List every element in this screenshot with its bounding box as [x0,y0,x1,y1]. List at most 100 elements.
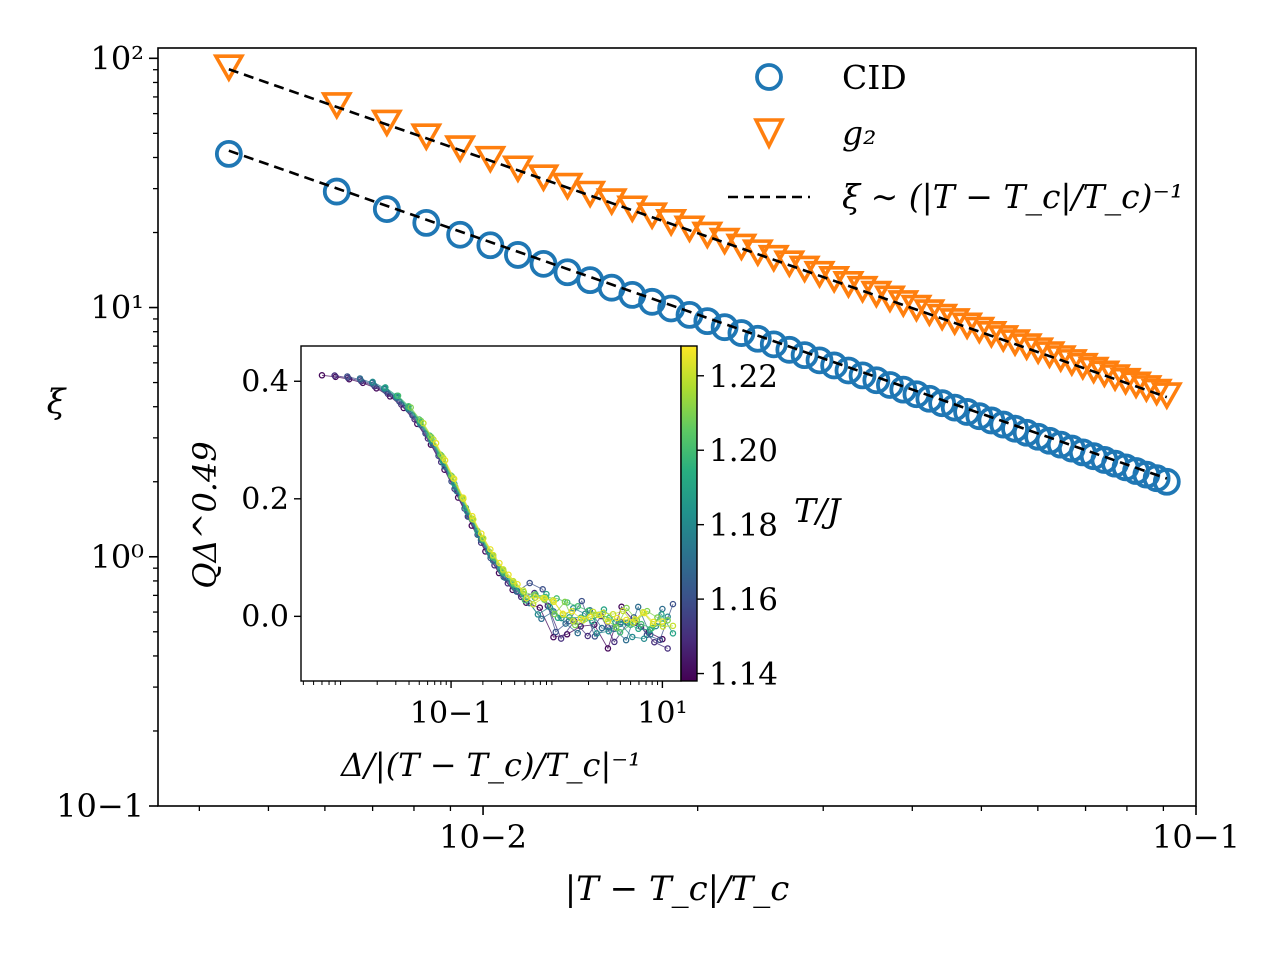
g2-marker [370,109,403,138]
inset-y-axis-label: QΔ^0.49 [186,441,224,588]
colorbar: 1.14 1.16 1.18 1.20 1.22 T/J [680,345,842,693]
cid-marker [446,220,475,249]
collapse-marker [634,603,642,611]
g2-marker [1150,382,1183,411]
collapse-marker [470,516,477,523]
cid-marker [805,346,834,375]
inset-plot: 10−1 10¹ 0.0 0.2 0.4 Δ/|(T − T_c)/T_c|⁻¹ QΔ^0.… [186,345,687,784]
collapse-marker [605,627,612,635]
collapse-marker [344,373,351,380]
g2-marker [926,303,959,332]
collapse-marker [369,378,376,386]
collapse-marker [658,611,665,618]
legend-cid-label: CID [842,58,907,97]
collapse-marker [551,610,558,618]
cid-marker [820,351,849,380]
collapse-marker [562,620,569,627]
collapse-marker [659,618,666,625]
collapse-marker [631,616,639,623]
g2-marker [1109,367,1142,397]
collapse-marker [331,372,338,379]
collapse-marker [574,603,582,610]
g2-marker [527,164,560,193]
collapse-marker [604,624,612,631]
cid-marker [743,324,772,353]
collapse-marker [604,645,612,652]
cid-marker [953,398,981,426]
collapse-marker [541,595,548,602]
colorbar-tick-label: 1.22 [709,359,778,395]
inset-background [301,346,681,681]
collapse-marker [669,630,677,637]
collapse-marker [459,494,467,501]
colorbar-frame [680,345,698,682]
collapse-marker [613,624,620,631]
collapse-marker [318,372,326,379]
g2-marker [708,227,741,256]
cid-marker [553,258,582,287]
collapse-marker [536,604,544,611]
collapse-marker [578,597,586,605]
inset-x-tick-label: 10−1 [410,696,492,731]
collapse-marker [669,622,677,630]
g2-marker [913,299,946,328]
cid-marker [1152,467,1181,496]
inset-y-tick-label: 0.4 [241,364,289,399]
collapse-marker [407,404,414,411]
cid-marker [638,287,666,316]
collapse-line [435,442,663,623]
collapse-marker [487,546,494,553]
collapse-marker [550,633,557,641]
collapse-marker [656,636,664,644]
legend-g2-label: g₂ [842,113,876,152]
collapse-marker [552,628,559,636]
fit-line [228,149,1168,480]
cid-marker [214,139,243,168]
collapse-marker [500,566,507,573]
collapse-marker [635,625,642,633]
collapse-marker [611,638,618,646]
x-tick-label: 10−1 [1152,818,1240,856]
collapse-marker [664,645,671,652]
collapse-marker [598,624,606,632]
cid-marker [727,319,756,347]
cid-marker [790,341,819,370]
collapse-marker [394,392,402,399]
cid-marker [862,366,891,395]
collapse-marker [654,614,661,621]
colorbar-gradient [681,346,697,681]
collapse-marker [584,632,591,640]
g2-marker [1033,341,1066,370]
legend-g2-marker [753,118,785,151]
collapse-marker [622,636,630,644]
collapse-marker [420,419,427,427]
y-axis-label: ξ [47,382,68,422]
collapse-marker [523,595,530,602]
g2-marker [987,325,1020,354]
main-plot: 10−2 10−1 10−1 10⁰ 10¹ 10² |T − T_c|/T_c ξ [47,39,1240,909]
collapse-marker [569,617,577,625]
y-tick-label: 10−1 [56,787,144,825]
collapse-marker [622,616,630,624]
g2-marker [212,54,245,83]
x-axis-label: |T − T_c|/T_c [565,869,790,909]
collapse-marker [538,615,545,623]
collapse-marker [505,571,512,578]
legend-fit-label: ξ ∼ (|T − T_c|/T_c)⁻¹ [842,177,1183,217]
g2-marker [595,188,628,217]
inset-x-axis-label: Δ/|(T − T_c)/T_c|⁻¹ [339,746,641,784]
collapse-marker [382,384,389,391]
colorbar-tick-label: 1.16 [709,582,778,618]
cid-marker [504,241,532,269]
g2-marker [410,123,443,152]
main-frame [157,47,1197,807]
collapse-marker [650,618,657,626]
collapse-marker [561,598,569,606]
collapse-marker [593,630,601,637]
inset-x-tick-label: 10¹ [637,696,687,731]
collapse-marker [664,613,671,620]
collapse-marker [432,439,440,447]
collapse-marker [557,635,565,642]
g2-marker [1077,356,1110,385]
